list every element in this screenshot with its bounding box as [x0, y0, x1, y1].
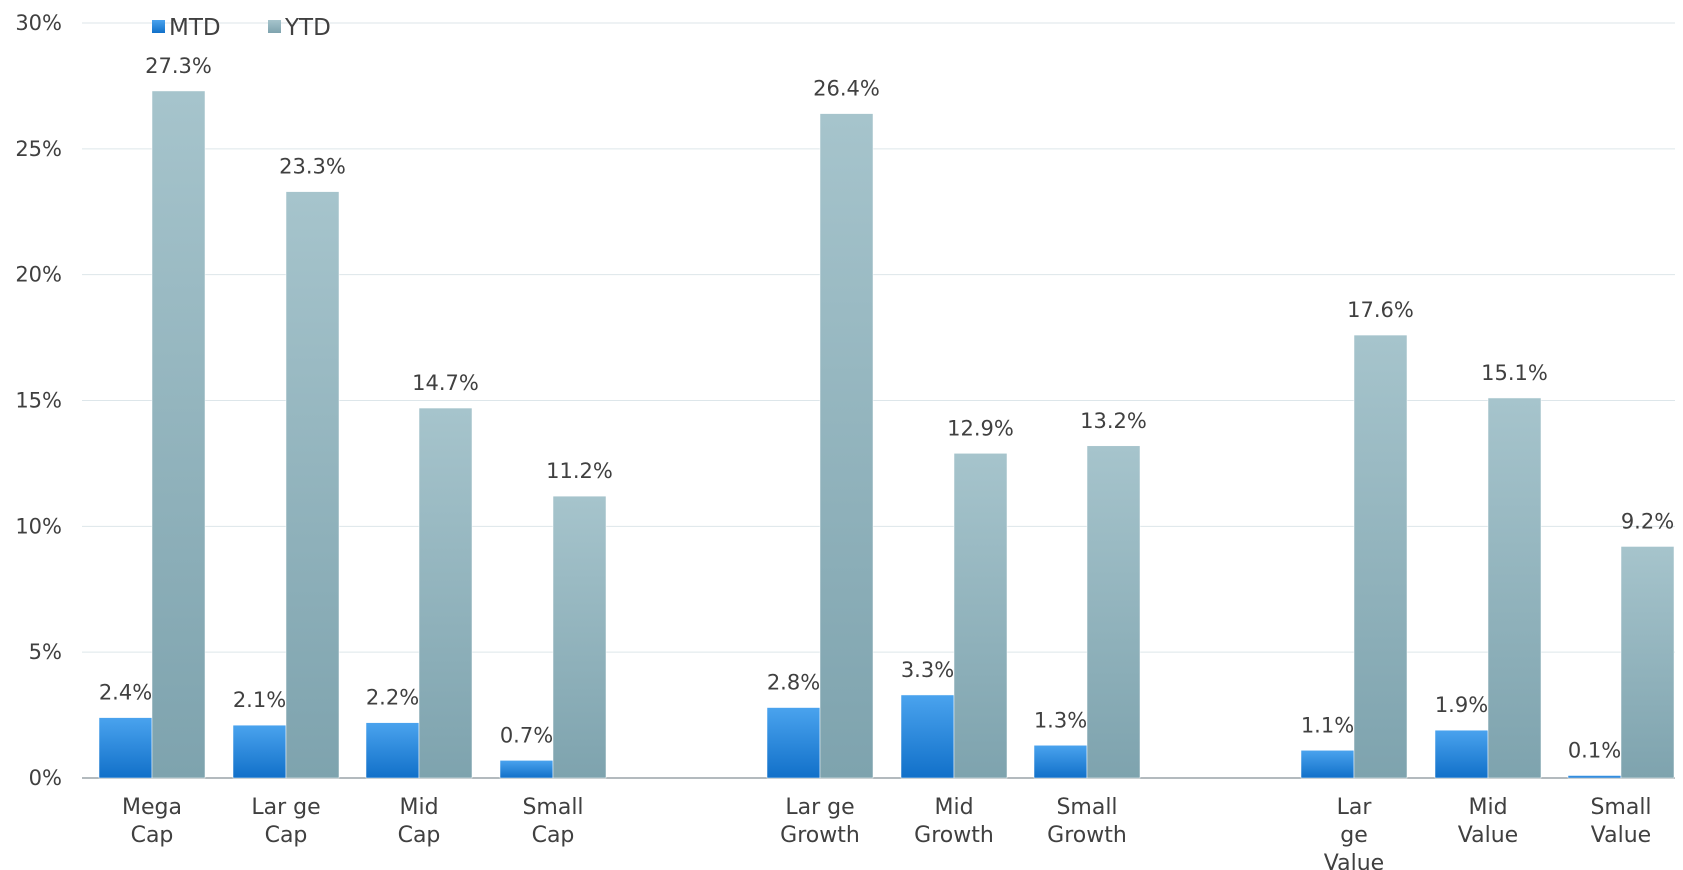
- data-label-ytd: 26.4%: [813, 77, 880, 101]
- data-label-mtd: 2.2%: [366, 686, 419, 710]
- category-label: Lar: [1337, 795, 1373, 820]
- category-label: Growth: [1047, 823, 1127, 848]
- bar-mtd: [900, 694, 955, 779]
- y-tick-label: 10%: [15, 514, 62, 538]
- data-label-mtd: 0.1%: [1568, 738, 1621, 762]
- category-label: Small: [522, 795, 583, 820]
- category-label: Growth: [914, 823, 994, 848]
- bar-ytd: [285, 191, 340, 779]
- category-label: Small: [1590, 795, 1651, 820]
- y-tick-label: 20%: [15, 263, 62, 287]
- bar-mtd: [766, 707, 821, 779]
- legend-label-ytd: YTD: [284, 15, 331, 41]
- category-label: Mid: [399, 795, 438, 820]
- category-label: ge: [1340, 823, 1368, 848]
- legend: MTD YTD: [152, 15, 331, 41]
- category-label: Lar ge: [785, 795, 854, 820]
- bar-ytd: [552, 495, 607, 779]
- category-label: Small: [1056, 795, 1117, 820]
- bar-ytd: [1620, 546, 1675, 779]
- gridlines: [82, 22, 1675, 779]
- bar-mtd: [1033, 745, 1088, 779]
- bar-mtd: [98, 717, 153, 779]
- data-label-ytd: 9.2%: [1621, 509, 1674, 533]
- bars: [98, 90, 1675, 779]
- bar-ytd: [151, 90, 206, 779]
- bar-mtd: [365, 722, 420, 779]
- data-label-mtd: 1.3%: [1034, 708, 1087, 732]
- bar-ytd: [953, 453, 1008, 779]
- data-label-mtd: 0.7%: [500, 723, 553, 747]
- bar-mtd: [1567, 775, 1622, 779]
- y-tick-label: 25%: [15, 137, 62, 161]
- category-label: Value: [1324, 851, 1384, 870]
- bar-ytd: [418, 407, 473, 779]
- legend-swatch-mtd: [152, 20, 165, 33]
- data-label-ytd: 23.3%: [279, 155, 346, 179]
- bar-mtd: [232, 724, 287, 779]
- y-tick-label: 5%: [29, 640, 62, 664]
- y-tick-label: 0%: [29, 766, 62, 790]
- bar-mtd: [1434, 729, 1489, 779]
- y-axis-ticks: 0% 5% 10% 15% 20% 25% 30%: [15, 11, 62, 790]
- data-label-ytd: 15.1%: [1481, 361, 1548, 385]
- legend-swatch-ytd: [268, 20, 281, 33]
- data-label-ytd: 14.7%: [412, 371, 479, 395]
- data-labels: 2.4% 27.3% 2.1% 23.3% 2.2% 14.7% 0.7% 11.2% 2.8%…: [99, 54, 1674, 763]
- category-label: Value: [1458, 823, 1518, 848]
- data-label-mtd: 2.4%: [99, 681, 152, 705]
- bar-ytd: [819, 113, 874, 779]
- data-label-ytd: 27.3%: [145, 54, 212, 78]
- data-label-mtd: 2.1%: [233, 688, 286, 712]
- bar-mtd: [499, 760, 554, 779]
- category-label: Cap: [532, 823, 575, 848]
- data-label-ytd: 13.2%: [1080, 409, 1147, 433]
- bar-mtd: [1300, 750, 1355, 779]
- category-label: Mid: [1468, 795, 1507, 820]
- bar-ytd: [1487, 397, 1542, 779]
- data-label-mtd: 3.3%: [901, 658, 954, 682]
- y-tick-label: 15%: [15, 389, 62, 413]
- category-label: Value: [1591, 823, 1651, 848]
- x-axis-categories: Mega Cap Lar ge Cap Mid Cap Small Cap Lar ge Grow…: [122, 795, 1652, 870]
- legend-label-mtd: MTD: [169, 15, 221, 41]
- category-label: Cap: [265, 823, 308, 848]
- category-label: Mega: [122, 795, 182, 820]
- data-label-mtd: 2.8%: [767, 671, 820, 695]
- category-label: Growth: [780, 823, 860, 848]
- y-tick-label: 30%: [15, 11, 62, 35]
- data-label-mtd: 1.9%: [1435, 693, 1488, 717]
- bar-ytd: [1086, 445, 1141, 779]
- category-label: Cap: [398, 823, 441, 848]
- category-label: Lar ge: [251, 795, 320, 820]
- category-label: Mid: [934, 795, 973, 820]
- category-label: Cap: [131, 823, 174, 848]
- data-label-ytd: 11.2%: [546, 459, 613, 483]
- bar-ytd: [1353, 334, 1408, 779]
- data-label-ytd: 12.9%: [947, 416, 1014, 440]
- data-label-mtd: 1.1%: [1301, 713, 1354, 737]
- data-label-ytd: 17.6%: [1347, 298, 1414, 322]
